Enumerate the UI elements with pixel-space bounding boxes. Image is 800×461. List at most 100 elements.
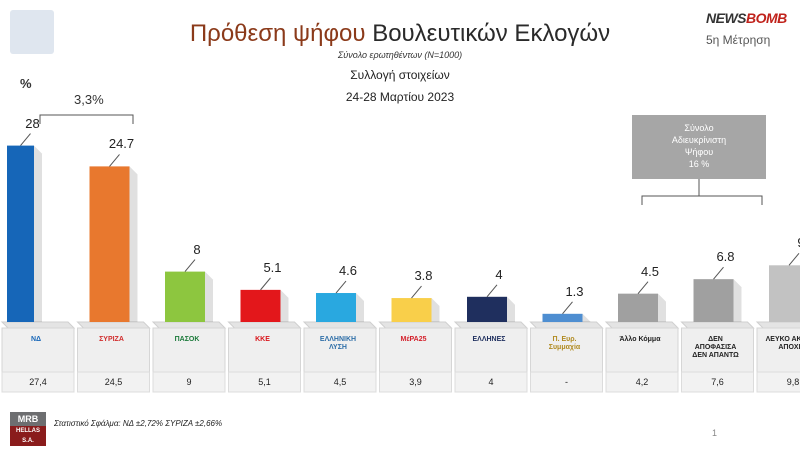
party-logo: Άλλο Κόμμα [619,336,661,343]
party-logo: ΣΥΡΙΖΑ [99,336,124,343]
party-logo: ΚΚΕ [255,336,270,343]
mrb-logo: MRB HELLAS S.A. [10,412,46,446]
party-logo: ΠΑΣΟΚ [174,336,200,343]
leader-line [109,154,120,167]
value-label: 6.8 [716,249,735,265]
value-label: 1.3 [565,283,584,299]
party-logo: ΔΕΝ ΑΠΟΦΑΣΙΣΑ ΔΕΝ ΑΠΑΝΤΩ [692,336,739,359]
party-logo: ΜέΡΑ25 [400,336,427,343]
value-label: 3.8 [414,268,433,284]
undecided-box: Σύνολο Αδιευκρίνιστη Ψήφου 16 % [632,115,766,179]
bar-shadow [129,166,138,322]
bar [467,296,507,322]
party-logo: Π. Ευρ. Συμμαχία [548,336,581,351]
previous-value: 5,1 [258,377,271,387]
bar [391,298,432,322]
bar [89,166,130,322]
bar [240,289,281,322]
party-logo: ΝΔ [30,336,42,343]
previous-value: 7,6 [711,377,724,387]
leader-line [335,280,347,294]
logo-block [1,327,75,373]
value-label: 24.7 [108,136,135,152]
undecided-bracket [641,195,763,205]
leader-line [788,252,800,266]
mrb-logo-sub: HELLAS S.A. [10,426,46,446]
bar [7,145,34,322]
unit-label: % [20,76,32,91]
collection-label: Συλλογή στοιχείων [350,68,450,82]
title-part1: Πρόθεση ψήφου [189,20,366,47]
logo-block [379,327,452,373]
page-number: 1 [712,428,718,438]
shelf [755,321,800,329]
previous-row-bg [1,371,800,393]
gap-bracket [39,114,134,124]
previous-cell [454,371,528,393]
greece-map-icon [10,10,54,54]
title-part2: Βουλευτικών Εκλογών [372,20,611,47]
bar-shadow [507,296,515,322]
value-label: 8 [193,241,201,257]
leader-line [260,277,271,291]
previous-cell [77,371,150,393]
bar-shadow [733,279,742,322]
party-logo: ΕΛΛΗΝΙΚΗ ΛΥΣΗ [319,336,357,351]
collection-dates: 24-28 Μαρτίου 2023 [345,90,455,104]
leader-line [184,259,196,272]
previous-value: 4,5 [333,377,347,387]
bar [693,279,734,322]
bars [7,145,800,322]
party-logo: ΛΕΥΚΟ ΑΚΥΡΟ ΑΠΟΧΗ [765,336,800,351]
previous-cell [530,371,603,393]
previous-cell [303,371,377,393]
previous-cell [756,371,800,393]
wave-label: 5η Μέτρηση [706,33,771,47]
sample-size: Σύνολο ερωτηθέντων (Ν=1000) [337,50,463,60]
value-label: 28 [25,115,40,131]
bar [542,313,583,322]
bar [618,293,658,322]
bar-shadow [658,293,666,322]
logo-block [152,327,226,373]
party-logo: ΕΛΛΗΝΕΣ [472,336,506,343]
bar-shadow [205,271,213,322]
previous-value: 4,2 [635,377,649,387]
leader-line [713,266,724,280]
logo-block [530,327,603,373]
logo-block [454,327,528,373]
previous-cell [1,371,75,393]
undecided-line: 16 % [688,159,710,169]
leader-line [562,301,573,315]
leader-line [486,284,498,298]
previous-cell [681,371,754,393]
previous-value: 27,4 [29,377,47,387]
newsbomb-logo: NEWSBOMB [706,10,787,26]
logo-block [303,327,377,373]
previous-value: 9 [186,377,192,387]
logo-block [681,327,754,373]
bar [769,265,800,322]
previous-value: - [565,377,568,387]
previous-value: 24,5 [104,377,123,387]
value-label: 4.5 [640,263,660,279]
bar-shadow [356,293,364,322]
statistical-error: Στατιστικό Σφάλμα: ΝΔ ±2,72% ΣΥΡΙΖΑ ±2,6… [54,419,223,428]
value-label: 4.6 [338,263,358,279]
page-title: Πρόθεση ψήφου Βουλευτικών Εκλογών [0,20,800,48]
bar-shadow [582,313,591,322]
gap-label: 3,3% [74,92,104,107]
value-label: 5.1 [263,259,282,275]
leader-line [637,281,649,294]
value-label: 4 [495,266,503,282]
previous-cell [152,371,226,393]
logo-block [605,327,679,373]
undecided-line: Ψήφου [684,147,714,157]
bar [165,271,205,322]
brand-news: NEWS [706,10,747,26]
previous-cell [379,371,452,393]
